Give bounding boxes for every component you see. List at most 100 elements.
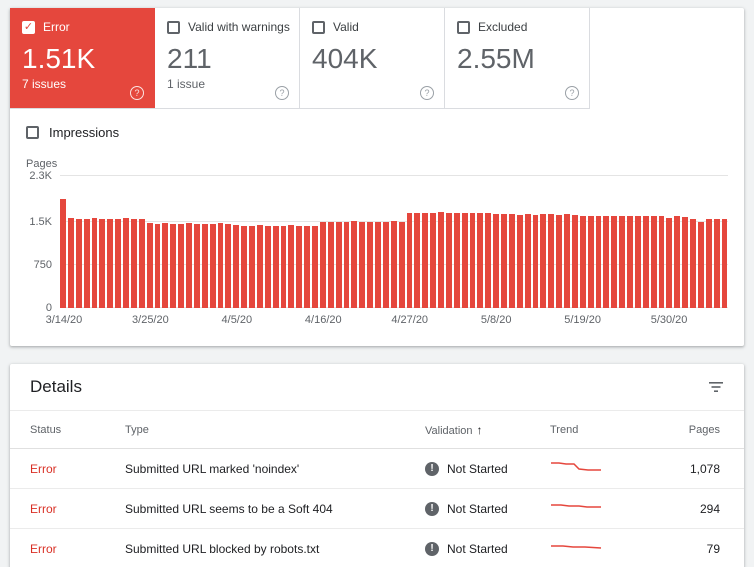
bar[interactable] (233, 225, 240, 308)
bar[interactable] (445, 212, 452, 308)
bar[interactable] (658, 216, 665, 308)
bar[interactable] (587, 215, 594, 308)
bar[interactable] (390, 221, 397, 308)
checkbox-unchecked-icon[interactable] (457, 20, 470, 34)
bar[interactable] (138, 219, 145, 308)
status-card-valid-with-warnings[interactable]: Valid with warnings 211 1 issue ? (155, 8, 300, 108)
bar[interactable] (146, 223, 153, 308)
bar[interactable] (209, 223, 216, 308)
bar[interactable] (335, 221, 342, 308)
bar[interactable] (516, 214, 523, 308)
bar[interactable] (579, 216, 586, 308)
bar[interactable] (453, 213, 460, 308)
bar[interactable] (91, 218, 98, 308)
bar[interactable] (375, 222, 381, 308)
bar[interactable] (477, 213, 484, 308)
bar[interactable] (256, 225, 263, 308)
bar[interactable] (611, 215, 618, 308)
bar[interactable] (327, 222, 334, 308)
bar[interactable] (123, 218, 129, 308)
bar[interactable] (154, 223, 161, 308)
bar[interactable] (556, 214, 562, 308)
bar[interactable] (634, 216, 641, 308)
bar[interactable] (650, 216, 657, 308)
bar[interactable] (430, 213, 436, 308)
bar[interactable] (162, 223, 169, 308)
bar[interactable] (627, 216, 633, 308)
column-header-pages[interactable]: Pages (688, 423, 720, 436)
checkbox-checked-icon[interactable]: ✓ (22, 20, 35, 34)
bar[interactable] (115, 218, 121, 308)
status-card-valid[interactable]: Valid 404K ? (300, 8, 445, 108)
bar[interactable] (343, 221, 350, 308)
bar[interactable] (319, 221, 326, 308)
bar[interactable] (170, 223, 177, 308)
bar[interactable] (217, 223, 224, 308)
bar[interactable] (642, 215, 649, 308)
bar[interactable] (485, 213, 492, 308)
status-card-excluded[interactable]: Excluded 2.55M ? (445, 8, 590, 108)
column-header-type[interactable]: Type (125, 423, 149, 436)
bar[interactable] (524, 214, 531, 308)
bar[interactable] (713, 218, 720, 308)
bar[interactable] (241, 225, 247, 308)
bar[interactable] (280, 225, 287, 308)
bar[interactable] (697, 221, 704, 308)
bar[interactable] (186, 223, 192, 308)
bar[interactable] (67, 218, 74, 308)
bar[interactable] (493, 213, 499, 308)
bar[interactable] (304, 225, 310, 308)
help-icon[interactable]: ? (130, 86, 144, 100)
bar[interactable] (571, 215, 578, 308)
bar[interactable] (540, 214, 547, 308)
bar[interactable] (532, 215, 539, 308)
bar[interactable] (406, 213, 413, 308)
bar[interactable] (60, 198, 66, 308)
bar[interactable] (469, 212, 476, 308)
bar[interactable] (201, 224, 208, 308)
bar[interactable] (666, 218, 673, 308)
bar[interactable] (501, 214, 507, 308)
bar[interactable] (619, 216, 625, 308)
impressions-toggle[interactable]: Impressions (26, 125, 744, 140)
bar[interactable] (690, 219, 696, 308)
bar[interactable] (75, 219, 82, 308)
bar[interactable] (367, 221, 373, 308)
bar[interactable] (595, 216, 602, 308)
bar[interactable] (351, 221, 358, 308)
bar[interactable] (296, 225, 303, 308)
bar[interactable] (398, 221, 405, 308)
column-header-validation[interactable]: Validation ↑ (425, 423, 550, 437)
bar[interactable] (312, 225, 318, 308)
bar[interactable] (705, 219, 712, 308)
bar[interactable] (264, 225, 271, 308)
status-card-error[interactable]: ✓ Error 1.51K 7 issues ? (10, 8, 155, 108)
checkbox-unchecked-icon[interactable] (312, 20, 325, 34)
help-icon[interactable]: ? (565, 86, 579, 100)
help-icon[interactable]: ? (420, 86, 434, 100)
bar[interactable] (359, 221, 366, 308)
bar[interactable] (721, 219, 728, 308)
bar[interactable] (193, 223, 200, 308)
checkbox-unchecked-icon[interactable] (26, 126, 39, 139)
table-row[interactable]: Error Submitted URL marked 'noindex' ! N… (10, 449, 744, 489)
bar[interactable] (508, 214, 515, 308)
column-header-trend[interactable]: Trend (550, 423, 579, 436)
bar[interactable] (438, 212, 444, 308)
bar[interactable] (548, 214, 555, 308)
bar[interactable] (130, 219, 137, 308)
bar[interactable] (382, 221, 389, 308)
bar[interactable] (288, 225, 295, 308)
bar[interactable] (422, 213, 429, 308)
bar[interactable] (272, 226, 279, 308)
checkbox-unchecked-icon[interactable] (167, 20, 180, 34)
bar[interactable] (461, 213, 468, 308)
filter-icon[interactable] (708, 380, 724, 394)
bar[interactable] (674, 216, 681, 308)
bar[interactable] (414, 212, 421, 308)
bar[interactable] (99, 219, 106, 308)
bar[interactable] (107, 219, 114, 308)
column-header-status[interactable]: Status (30, 423, 62, 436)
table-row[interactable]: Error Submitted URL seems to be a Soft 4… (10, 489, 744, 529)
table-row[interactable]: Error Submitted URL blocked by robots.tx… (10, 529, 744, 567)
